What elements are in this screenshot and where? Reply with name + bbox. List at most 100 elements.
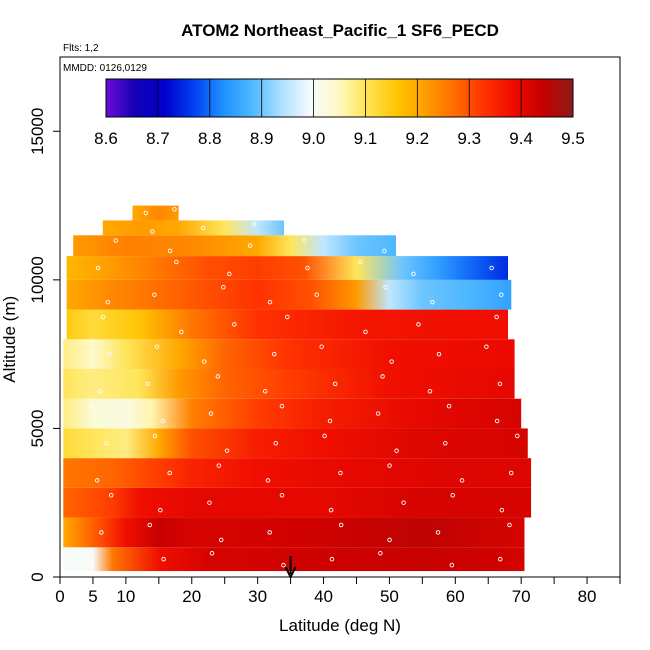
sample-point: [99, 530, 104, 535]
colorbar-tick-label: 9.3: [457, 129, 481, 148]
sample-point: [450, 493, 455, 498]
sample-point: [107, 351, 112, 357]
x-tick-label: 30: [248, 587, 267, 606]
sample-point: [499, 507, 505, 513]
axes: 0 5 10 20 30 40 50 60 70 80 0 5000 10000 15000: [28, 108, 621, 606]
sample-point: [232, 322, 237, 327]
sample-point: [459, 478, 465, 483]
sample-point: [215, 374, 221, 379]
sample-points-layer: [89, 207, 520, 568]
sample-point: [401, 500, 406, 505]
colorbar-tick-label: 8.9: [250, 129, 274, 148]
colorbar-tick-label: 9.4: [509, 129, 533, 148]
sample-point: [89, 562, 95, 568]
sample-point: [279, 493, 285, 498]
sample-point: [89, 403, 95, 409]
sample-point: [108, 493, 114, 498]
sample-point: [375, 411, 381, 416]
dates-label: MMDD: 0126,0129: [63, 63, 147, 74]
sample-point: [498, 556, 503, 562]
sample-point: [338, 470, 343, 476]
sample-point: [302, 238, 307, 243]
sample-point: [338, 522, 344, 528]
sample-point: [113, 238, 119, 243]
sample-point: [98, 389, 103, 394]
sample-point: [158, 507, 163, 513]
x-tick-label: 20: [182, 587, 201, 606]
y-axis-label: Altitude (m): [0, 296, 19, 383]
sample-point: [382, 248, 387, 254]
sample-point: [95, 265, 101, 271]
sample-point: [332, 381, 338, 387]
sample-point: [446, 403, 452, 409]
sample-point: [267, 299, 273, 305]
sample-point: [100, 314, 106, 320]
sample-point: [436, 351, 442, 357]
heatmap-band: [63, 339, 515, 369]
sample-point: [94, 478, 100, 483]
sample-point: [515, 433, 520, 439]
y-tick-label: 10000: [28, 256, 47, 303]
sample-point: [322, 433, 327, 439]
sample-point: [508, 470, 514, 476]
heatmap-band: [102, 220, 284, 236]
heatmap-layer: [63, 205, 532, 572]
colorbar-tick-label: 8.7: [146, 129, 170, 148]
sample-point: [216, 463, 222, 468]
sample-point: [104, 441, 109, 446]
sample-point: [247, 243, 253, 248]
sample-point: [499, 292, 504, 297]
sample-point: [497, 381, 503, 387]
sample-point: [160, 418, 166, 424]
sample-point: [329, 556, 335, 562]
sample-point: [227, 271, 232, 277]
colorbar-tick-label: 9.0: [302, 129, 326, 148]
sample-point: [389, 359, 394, 364]
marker-head: [284, 566, 297, 580]
x-tick-label: 60: [446, 587, 465, 606]
sample-point: [167, 470, 172, 476]
colorbar-ramp: [105, 78, 574, 118]
sample-point: [267, 530, 272, 535]
sample-point: [179, 329, 184, 335]
sample-point: [172, 207, 177, 212]
sample-point: [145, 381, 151, 387]
sample-point: [202, 359, 207, 364]
x-tick-label: 70: [512, 587, 531, 606]
sample-point: [174, 259, 179, 265]
sample-point: [394, 448, 399, 453]
heatmap-band: [63, 398, 522, 429]
sample-point: [494, 418, 500, 424]
x-tick-label: 80: [578, 587, 597, 606]
sample-point: [265, 478, 271, 483]
sample-point: [143, 210, 149, 216]
x-tick-label: 50: [380, 587, 399, 606]
heatmap-band: [63, 517, 525, 548]
heatmap-band: [63, 547, 525, 572]
sample-point: [387, 463, 392, 468]
sample-point: [272, 351, 277, 357]
sample-point: [154, 344, 160, 349]
sample-point: [427, 389, 433, 394]
colorbar-tick-label: 9.5: [561, 129, 585, 148]
heatmap-band: [66, 279, 512, 310]
x-tick-label: 0: [55, 587, 64, 606]
x-tick-label: 40: [314, 587, 333, 606]
heatmap-band: [66, 309, 509, 340]
sample-point: [430, 299, 435, 305]
colorbar: 8.6 8.7 8.8 8.9 9.0 9.1 9.2 9.3 9.4 9.5: [94, 78, 585, 148]
heatmap-band: [63, 458, 532, 488]
sample-point: [314, 292, 319, 297]
heatmap-band: [132, 205, 179, 221]
y-tick-label: 5000: [28, 410, 47, 448]
y-tick-label: 0: [28, 572, 47, 581]
sample-point: [150, 229, 155, 234]
sample-point: [207, 500, 212, 505]
sample-point: [319, 344, 324, 349]
sample-point: [147, 522, 153, 528]
heatmap-band: [73, 235, 397, 257]
flights-label: Flts: 1,2: [63, 43, 99, 54]
heatmap-band: [63, 487, 532, 518]
sample-point: [152, 433, 158, 439]
sample-point: [262, 389, 268, 394]
